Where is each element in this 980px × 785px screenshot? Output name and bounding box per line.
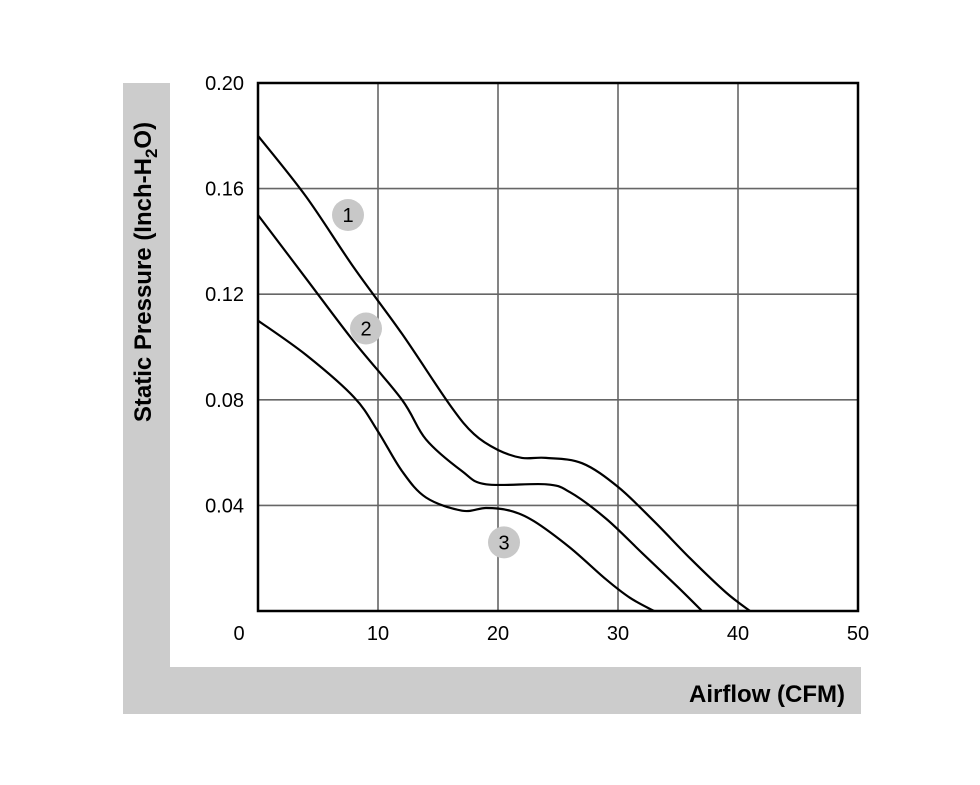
x-tick-label-5: 50 <box>847 623 869 645</box>
curve-labels: 1 2 3 <box>332 199 520 559</box>
gridlines <box>258 83 858 611</box>
curve-label-badge-3 <box>488 526 520 559</box>
curve-2 <box>257 214 703 612</box>
curve-label-badge-2 <box>350 312 382 345</box>
x-axis-title: Airflow (CFM) <box>689 681 845 708</box>
y-tick-label-2: 0.12 <box>205 284 244 306</box>
x-tick-label-4: 40 <box>727 623 749 645</box>
y-tick-labels: 0.04 0.08 0.12 0.16 0.20 <box>205 73 244 517</box>
x-tick-label-1: 10 <box>367 623 389 645</box>
curve-label-2: 2 <box>360 319 371 341</box>
curve-label-1: 1 <box>342 205 353 227</box>
x-tick-labels: 0 10 20 30 40 50 <box>233 623 869 645</box>
curve-label-3: 3 <box>498 532 509 554</box>
curve-label-badge-1 <box>332 199 364 231</box>
y-tick-label-3: 0.16 <box>205 179 244 201</box>
curves <box>257 135 751 612</box>
y-axis-title-end: O) <box>130 122 157 149</box>
plot-area <box>258 83 858 611</box>
y-axis-frame <box>123 83 170 714</box>
x-tick-label-0: 0 <box>233 623 244 645</box>
y-tick-label-1: 0.08 <box>205 390 244 412</box>
curve-1 <box>257 135 751 612</box>
curve-3 <box>257 319 655 612</box>
plot-border <box>256 81 860 613</box>
y-axis-title: Static Pressure (Inch-H2O) <box>130 122 161 422</box>
y-axis-title-subscript: 2 <box>142 149 161 158</box>
y-tick-label-4: 0.20 <box>205 73 244 95</box>
x-tick-label-2: 20 <box>487 623 509 645</box>
x-axis-frame <box>123 667 861 714</box>
y-tick-label-0: 0.04 <box>205 495 244 517</box>
x-tick-label-3: 30 <box>607 623 629 645</box>
y-axis-title-main: Static Pressure (Inch-H <box>130 158 157 422</box>
